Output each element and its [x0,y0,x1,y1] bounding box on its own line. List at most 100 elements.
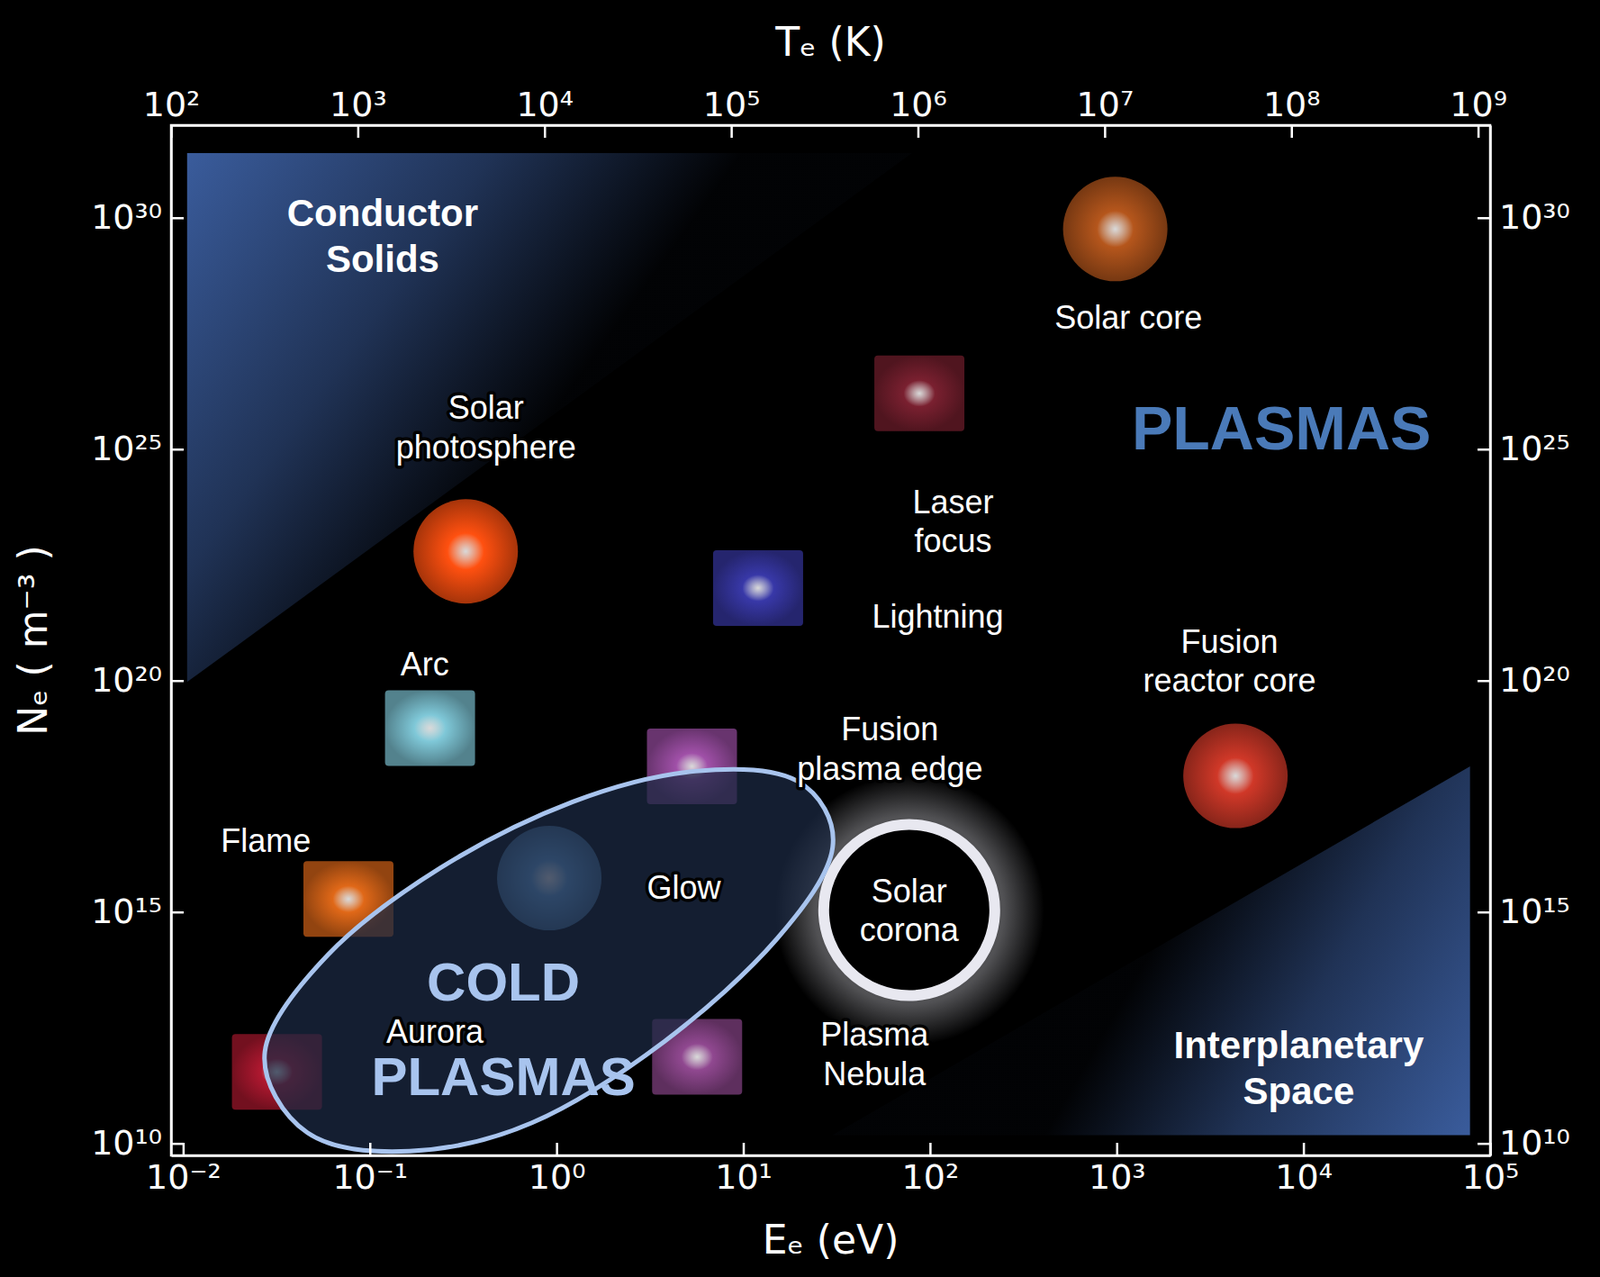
y2-axis: 10¹⁰ 10¹⁵ 10²⁰ 10²⁵ 10³⁰ [1477,126,1571,1164]
point-label: Solarphotosphere [396,388,577,466]
tick-label: 10⁻² [145,1157,222,1197]
plot-frame [171,125,1491,1156]
text-line: Nebula [822,1055,927,1093]
point-label: Lightning [871,597,1004,635]
tick-mark [171,1142,184,1146]
tick-label: 10² [902,1157,960,1197]
tick-mark [1477,1142,1491,1146]
text-line: plasma edge [796,750,983,787]
tick-label: 10⁻¹ [332,1157,408,1197]
point-icon [823,824,995,996]
tick: 10⁶ [889,84,948,138]
tick-label: 10³⁰ [90,197,163,237]
tick-mark [917,125,921,138]
plot-marks [187,153,1471,1152]
tick-mark [1477,911,1491,914]
tick-mark [929,1142,932,1156]
tick-label: 10³ [1088,1157,1147,1197]
text-line: Laser [912,483,995,521]
tick-label: 10³⁰ [1499,197,1571,237]
point-label: Solarcorona [859,872,960,950]
tick-label: 10¹⁵ [1499,891,1571,932]
text-line: Solids [325,237,440,281]
point-label: Glow [647,868,723,906]
tick-label: 10⁶ [889,84,948,125]
point-label: Flame [220,822,311,859]
tick-mark [357,125,361,138]
x-axis-title: Eₑ (eV) [762,1216,900,1263]
tick-mark [543,125,547,138]
chart: ConductorSolids InterplanetarySpace COLD PL… [0,0,1600,1277]
text-line: COLD [426,951,580,1013]
tick: 10³⁰ [90,197,184,237]
point-label: Arc [400,645,450,683]
text-line: Fusion [1180,623,1278,660]
tick-mark [1302,1142,1306,1156]
text-line: PLASMAS [1131,393,1431,462]
tick: 10² [902,1142,960,1197]
x2-axis: 10²10³10⁴10⁵10⁶10⁷10⁸10⁹ [143,84,1508,138]
text-line: focus [914,522,993,560]
point-icon [385,689,476,766]
tick: 10¹⁵ [1477,891,1571,932]
text-line: Arc [400,645,450,683]
tick-label: 10³ [329,84,388,125]
text-line: Solar core [1054,298,1203,336]
tick: 10²⁰ [1477,659,1571,700]
tick: 10³ [1088,1142,1147,1197]
tick-label: 10²⁰ [1499,659,1571,700]
text-line: Solar [871,872,948,910]
region-label: InterplanetarySpace [1174,1023,1425,1112]
tick-mark [1116,1142,1120,1156]
text-line: photosphere [396,428,577,466]
tick-label: 10⁸ [1263,84,1321,125]
region-area [187,153,913,682]
tick-label: 10⁵ [1462,1157,1520,1197]
text-line: Solar [448,388,525,426]
text-line: Lightning [871,597,1004,635]
region-label: ConductorSolids [287,191,479,281]
tick-mark [1290,125,1293,138]
tick: 10⁴ [1274,1142,1333,1197]
tick-mark [1103,125,1107,138]
y-axis: 10¹⁰10¹⁵10²⁰10²⁵10³⁰ [90,126,184,1164]
text-line: Flame [220,822,311,859]
tick-mark [1477,448,1491,452]
text-line: PLASMAS [370,1046,635,1107]
point-icon [874,355,965,432]
point-label: Laserfocus [912,483,995,561]
tick-label: 10⁷ [1076,84,1135,125]
tick-mark [171,911,184,914]
tick-label: 10⁰ [528,1157,587,1197]
x2-axis-title: Tₑ (K) [774,18,886,65]
text-line: Interplanetary [1174,1023,1425,1067]
point-label: Aurora [386,1012,485,1050]
point-label: Fusionreactor core [1142,623,1316,700]
plot-texts: ConductorSolids InterplanetarySpace COLD PL… [220,191,1431,1113]
point-label: Fusionplasma edge [796,710,983,787]
tick-mark [171,679,184,683]
annotation: PLASMAS [1131,393,1431,462]
axis-line [170,126,173,1157]
tick: 10³⁰ [1477,197,1571,237]
y-axis-title: Nₑ ( m⁻³ ) [9,544,56,735]
point-label: Solar core [1054,298,1203,336]
tick: 10⁷ [1076,84,1135,138]
tick: 10¹ [714,1142,773,1197]
region-label: COLD PLASMAS [370,951,635,1107]
tick: 10⁵ [703,84,761,138]
tick-label: 10²⁵ [1499,428,1571,469]
text-line: Aurora [386,1012,485,1050]
tick-label: 10¹⁵ [90,891,163,932]
point-icon [1063,176,1168,281]
tick: 10²⁰ [90,659,184,700]
point-label: PlasmaNebula [820,1015,930,1093]
point-icon [713,550,804,626]
point-icon [1183,723,1288,829]
axis-line [1489,126,1492,1157]
tick: 10¹⁰ [1477,1122,1571,1163]
background [0,0,1600,1277]
tick-label: 10⁹ [1449,84,1508,125]
tick-label: 10²⁰ [90,659,163,700]
tick-label: 10¹⁰ [90,1122,163,1163]
